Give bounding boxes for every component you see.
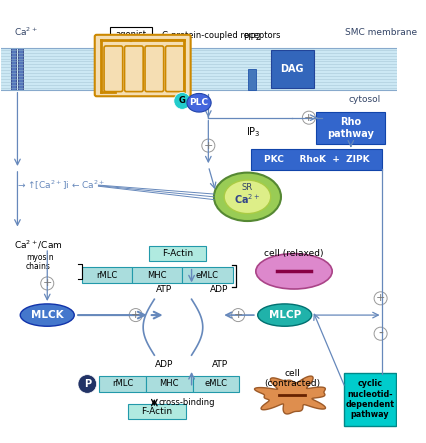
Text: +: +	[131, 310, 141, 320]
Text: cytosol: cytosol	[348, 94, 380, 104]
FancyBboxPatch shape	[128, 404, 186, 420]
FancyBboxPatch shape	[99, 376, 146, 392]
FancyBboxPatch shape	[166, 46, 184, 92]
Text: ADP: ADP	[155, 360, 173, 369]
FancyBboxPatch shape	[344, 373, 395, 426]
FancyBboxPatch shape	[251, 149, 382, 170]
Bar	[18, 48, 23, 90]
Text: F-Actin: F-Actin	[162, 249, 193, 258]
Text: rMLC: rMLC	[112, 380, 133, 389]
FancyBboxPatch shape	[193, 376, 239, 392]
Circle shape	[78, 375, 97, 393]
Text: +: +	[233, 310, 243, 320]
Text: P: P	[84, 379, 91, 389]
FancyBboxPatch shape	[104, 46, 123, 92]
Ellipse shape	[20, 304, 74, 326]
FancyBboxPatch shape	[95, 35, 191, 96]
Text: eMLC: eMLC	[196, 271, 219, 280]
Text: agonist: agonist	[115, 30, 147, 39]
Text: rMLC: rMLC	[96, 271, 118, 280]
Text: PIP2: PIP2	[243, 33, 261, 42]
Circle shape	[41, 277, 54, 290]
Ellipse shape	[258, 304, 312, 326]
Text: +: +	[204, 140, 213, 151]
Text: ATP: ATP	[155, 285, 172, 295]
Circle shape	[202, 139, 215, 152]
Text: MHC: MHC	[159, 380, 179, 389]
Circle shape	[374, 292, 387, 305]
Text: cross-binding: cross-binding	[159, 398, 216, 407]
Text: F-Actin: F-Actin	[141, 408, 173, 416]
Text: cell (relaxed): cell (relaxed)	[264, 249, 324, 258]
Text: SR: SR	[242, 183, 253, 192]
Bar	[11, 48, 16, 90]
Text: → ↑[Ca$^{2+}$]i ← Ca$^{2+}$: → ↑[Ca$^{2+}$]i ← Ca$^{2+}$	[17, 179, 105, 192]
FancyBboxPatch shape	[182, 267, 233, 284]
FancyBboxPatch shape	[109, 27, 153, 42]
FancyBboxPatch shape	[149, 246, 207, 261]
Text: SMC membrane: SMC membrane	[345, 27, 417, 36]
Bar	[248, 69, 256, 90]
FancyBboxPatch shape	[82, 267, 132, 284]
Text: PLC: PLC	[190, 98, 209, 107]
FancyBboxPatch shape	[146, 376, 193, 392]
Text: cyclic
nucleotid-
dependent
pathway: cyclic nucleotid- dependent pathway	[345, 379, 394, 420]
Circle shape	[129, 309, 142, 322]
Ellipse shape	[224, 180, 271, 214]
FancyBboxPatch shape	[132, 267, 182, 284]
Text: G protein-coupled receptors: G protein-coupled receptors	[162, 31, 280, 40]
Text: Ca$^{2+}$: Ca$^{2+}$	[14, 26, 37, 38]
Text: eMLC: eMLC	[204, 380, 227, 389]
Text: +: +	[43, 278, 52, 288]
Text: Ca$^{2+}$/Cam: Ca$^{2+}$/Cam	[14, 239, 63, 252]
Text: myosin: myosin	[26, 253, 53, 262]
Text: MHC: MHC	[147, 271, 167, 280]
Text: Ca$^{2+}$: Ca$^{2+}$	[234, 192, 261, 206]
Text: +: +	[304, 113, 314, 123]
Text: chains: chains	[26, 262, 51, 271]
Polygon shape	[254, 376, 325, 414]
Ellipse shape	[187, 93, 211, 112]
Text: MLCP: MLCP	[268, 310, 301, 320]
FancyBboxPatch shape	[145, 46, 164, 92]
Text: Rho
pathway: Rho pathway	[327, 117, 374, 139]
Circle shape	[174, 93, 191, 109]
Text: DAG: DAG	[280, 64, 304, 74]
Circle shape	[374, 327, 387, 340]
Text: MLCK: MLCK	[31, 310, 63, 320]
Text: +: +	[376, 293, 385, 303]
Circle shape	[232, 309, 245, 322]
FancyBboxPatch shape	[124, 46, 143, 92]
Ellipse shape	[256, 254, 332, 289]
FancyBboxPatch shape	[271, 50, 314, 88]
Text: IP$_3$: IP$_3$	[245, 125, 260, 139]
Ellipse shape	[214, 173, 281, 221]
Bar	[1, 48, 397, 90]
Text: ATP: ATP	[211, 360, 227, 369]
Text: cell
(contracted): cell (contracted)	[264, 369, 320, 388]
Text: -: -	[378, 326, 383, 341]
Text: PKC     RhoK  +  ZIPK: PKC RhoK + ZIPK	[264, 155, 369, 164]
FancyBboxPatch shape	[317, 112, 385, 144]
Text: G: G	[179, 97, 186, 105]
Circle shape	[302, 111, 315, 124]
Text: ADP: ADP	[210, 285, 229, 295]
